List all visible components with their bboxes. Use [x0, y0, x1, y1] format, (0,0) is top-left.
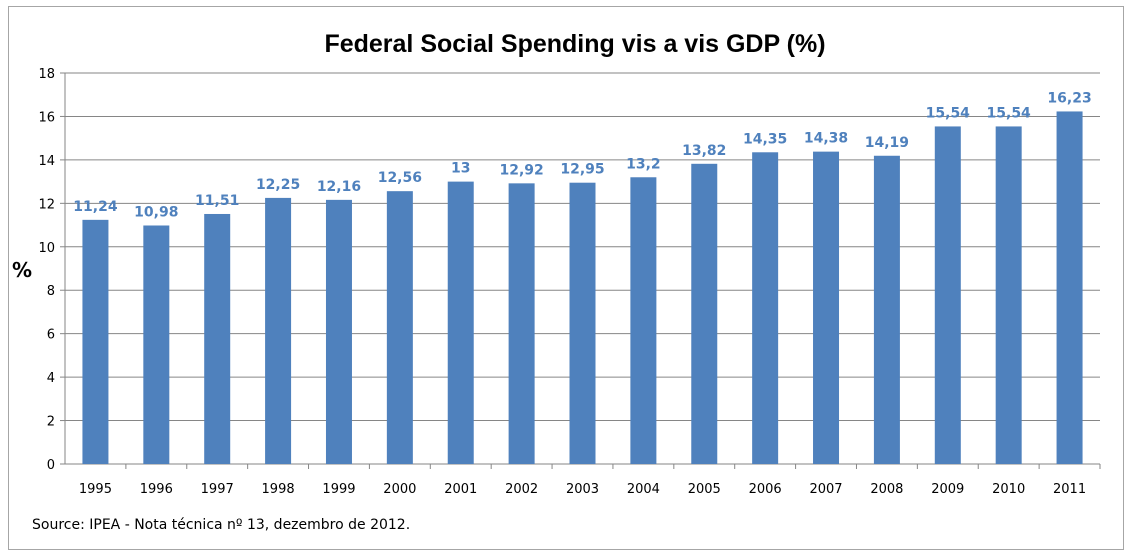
data-label: 13,2 — [626, 156, 661, 172]
data-label: 13 — [451, 161, 470, 177]
bar — [143, 225, 170, 464]
x-tick-label: 2007 — [809, 482, 842, 497]
y-tick-label: 16 — [38, 110, 55, 125]
x-tick-label: 2008 — [870, 482, 903, 497]
x-tick-label: 2001 — [444, 482, 477, 497]
y-tick-label: 2 — [47, 415, 55, 430]
x-tick-label: 1998 — [262, 482, 295, 497]
bar — [569, 182, 596, 465]
data-label: 15,54 — [926, 105, 971, 121]
data-label: 12,92 — [499, 162, 543, 178]
x-tick-label: 2005 — [688, 482, 721, 497]
x-tick-label: 2004 — [627, 482, 660, 497]
x-tick-label: 2000 — [383, 482, 416, 497]
bar — [995, 126, 1022, 464]
source-note: Source: IPEA - Nota técnica nº 13, dezem… — [32, 517, 410, 533]
data-label: 10,98 — [134, 204, 178, 220]
data-label: 14,38 — [804, 131, 848, 147]
bar — [447, 181, 474, 464]
x-tick-label: 2006 — [749, 482, 782, 497]
y-tick-label: 4 — [47, 371, 55, 386]
bar — [386, 191, 413, 464]
bar — [630, 177, 657, 464]
data-label: 15,54 — [987, 105, 1032, 121]
data-label: 11,51 — [195, 193, 239, 209]
x-tick-label: 2002 — [505, 482, 538, 497]
data-label: 11,24 — [73, 199, 118, 215]
data-label: 14,19 — [865, 135, 909, 151]
x-tick-label: 2010 — [992, 482, 1025, 497]
bar — [813, 151, 840, 464]
chart-title: Federal Social Spending vis a vis GDP (%… — [324, 30, 825, 58]
y-tick-label: 6 — [47, 328, 55, 343]
bar — [934, 126, 961, 464]
data-label: 16,23 — [1047, 90, 1091, 106]
bar — [82, 219, 109, 464]
bar — [508, 183, 535, 465]
y-axis-label: % — [12, 258, 32, 282]
x-tick-label: 2009 — [931, 482, 964, 497]
bar — [204, 213, 231, 464]
bar — [691, 163, 718, 464]
y-tick-label: 12 — [38, 197, 55, 212]
x-tick-label: 1997 — [201, 482, 234, 497]
data-label: 13,82 — [682, 143, 726, 159]
bar — [1056, 111, 1083, 464]
y-tick-label: 10 — [38, 241, 55, 256]
bar — [265, 197, 292, 464]
data-label: 14,35 — [743, 131, 787, 147]
bar — [325, 199, 352, 464]
x-tick-label: 1996 — [140, 482, 173, 497]
y-tick-label: 0 — [47, 458, 55, 473]
data-label: 12,16 — [317, 179, 361, 195]
y-tick-label: 8 — [47, 284, 55, 299]
x-tick-label: 1999 — [322, 482, 355, 497]
x-tick-label: 2003 — [566, 482, 599, 497]
data-label: 12,95 — [560, 162, 604, 178]
bar — [873, 155, 900, 465]
x-tick-label: 2011 — [1053, 482, 1086, 497]
data-label: 12,25 — [256, 177, 300, 193]
y-tick-label: 18 — [38, 67, 55, 82]
data-label: 12,56 — [378, 170, 422, 186]
x-tick-label: 1995 — [79, 482, 112, 497]
bar — [752, 152, 779, 464]
y-tick-label: 14 — [38, 154, 55, 169]
